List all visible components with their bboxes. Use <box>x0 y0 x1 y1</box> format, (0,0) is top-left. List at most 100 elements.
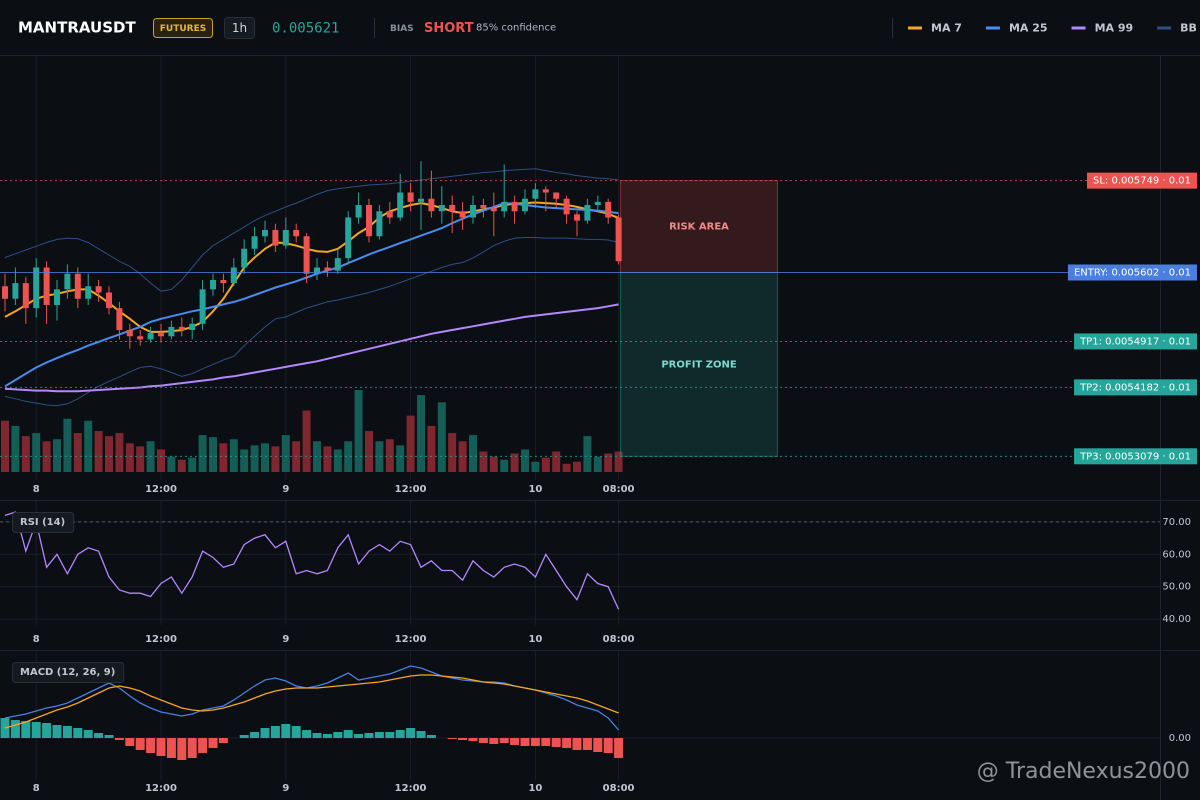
candle-body <box>542 189 549 193</box>
volume-bar <box>604 453 613 472</box>
volume-bar <box>136 446 145 472</box>
bias-label: BIAS <box>390 24 414 34</box>
histogram-bar <box>302 730 312 738</box>
candle-body <box>490 208 497 212</box>
candle-body <box>314 267 320 274</box>
candle-body <box>293 230 300 237</box>
candle-body <box>563 198 570 215</box>
histogram-bar <box>31 722 41 738</box>
x-tick-label: 9 <box>282 634 289 645</box>
histogram-bar <box>260 728 270 738</box>
market: FUTURES <box>160 24 206 34</box>
candle-body <box>282 230 289 246</box>
histogram-bar <box>42 723 52 738</box>
candle-body <box>345 217 352 259</box>
volume-bar <box>157 449 165 472</box>
candle-body <box>230 267 237 284</box>
bias: SHORT <box>424 21 474 36</box>
y-tick-label: 40.00 <box>1162 614 1191 625</box>
symbol: MANTRAUSDT <box>18 19 136 37</box>
histogram-bar <box>489 738 499 744</box>
price: 0.005621 <box>272 21 339 37</box>
candle-body <box>33 267 40 309</box>
candle-body <box>303 236 310 274</box>
y-tick-label: 60.00 <box>1162 549 1191 560</box>
candle-body <box>189 323 196 330</box>
candle-body <box>438 205 445 212</box>
histogram-bar <box>239 735 249 738</box>
legend-label: MA 99 <box>1095 22 1134 35</box>
volume-bar <box>240 449 249 472</box>
volume-bar <box>552 451 561 472</box>
x-tick-label: 8 <box>33 484 40 495</box>
histogram-bar <box>322 734 332 738</box>
volume-bar <box>271 446 280 472</box>
indicator-line <box>4 674 619 729</box>
histogram-bar <box>468 738 478 741</box>
histogram-bar <box>250 732 260 738</box>
volume-bar <box>21 436 30 472</box>
candle-body <box>366 205 372 237</box>
histogram-bar <box>104 735 114 738</box>
zone <box>620 272 778 457</box>
candle-body <box>522 198 528 212</box>
candle-body <box>85 286 92 299</box>
histogram-bar <box>83 730 93 738</box>
candle-body <box>553 192 560 199</box>
interval: 1h <box>232 21 247 35</box>
volume-bar <box>105 436 113 472</box>
volume-bar <box>365 431 373 472</box>
candle-body <box>210 280 216 290</box>
histogram-bar <box>582 738 592 750</box>
volume-bar <box>84 420 93 472</box>
histogram-bar <box>312 733 322 738</box>
histogram-bar <box>562 738 572 748</box>
candle-body <box>584 205 591 221</box>
candle-body <box>126 330 133 337</box>
volume-bar <box>1 420 9 472</box>
volume-bar <box>261 443 269 472</box>
candle-body <box>106 292 112 309</box>
volume-bar <box>63 418 72 472</box>
volume-bar <box>302 410 311 472</box>
candle-body <box>449 205 456 212</box>
histogram-bar <box>52 725 62 738</box>
watermark: @ TradeNexus2000 <box>977 759 1190 784</box>
volume-bar <box>115 433 124 472</box>
volume-bar <box>198 435 207 472</box>
y-tick-label: 70.00 <box>1162 517 1191 528</box>
candle-body <box>615 217 622 262</box>
candle-body <box>64 273 71 290</box>
histogram-bar <box>21 721 31 738</box>
panel-title: MACD (12, 26, 9) <box>20 667 115 678</box>
level-label: SL: 0.005749 · 0.01 <box>1093 176 1191 187</box>
histogram-bar <box>146 738 156 753</box>
candle-body <box>262 230 268 237</box>
volume-bar <box>229 439 238 472</box>
candle-body <box>272 230 279 246</box>
candle-body <box>605 201 612 218</box>
volume-bar <box>437 402 446 472</box>
volume-bar <box>94 431 103 472</box>
volume-bar <box>53 439 61 472</box>
x-tick-label: 10 <box>528 634 542 645</box>
candle-body <box>158 333 164 337</box>
level-label: TP1: 0.0054917 · 0.01 <box>1079 336 1191 347</box>
histogram-bar <box>374 732 384 738</box>
histogram-bar <box>343 730 353 738</box>
candle-body <box>220 280 227 284</box>
moving-average <box>4 303 619 393</box>
volume-bar <box>177 459 186 472</box>
volume-bar <box>125 443 134 472</box>
histogram-bar <box>198 738 208 753</box>
histogram-bar <box>114 738 124 740</box>
histogram-bar <box>10 720 20 738</box>
x-tick-label: 12:00 <box>145 484 177 495</box>
volume-bar <box>614 451 623 472</box>
candle-body <box>470 205 476 218</box>
candle-body <box>386 211 393 218</box>
histogram-bar <box>520 738 530 746</box>
x-tick-label: 08:00 <box>603 484 635 495</box>
histogram-bar <box>385 732 395 738</box>
histogram-bar <box>593 738 603 752</box>
